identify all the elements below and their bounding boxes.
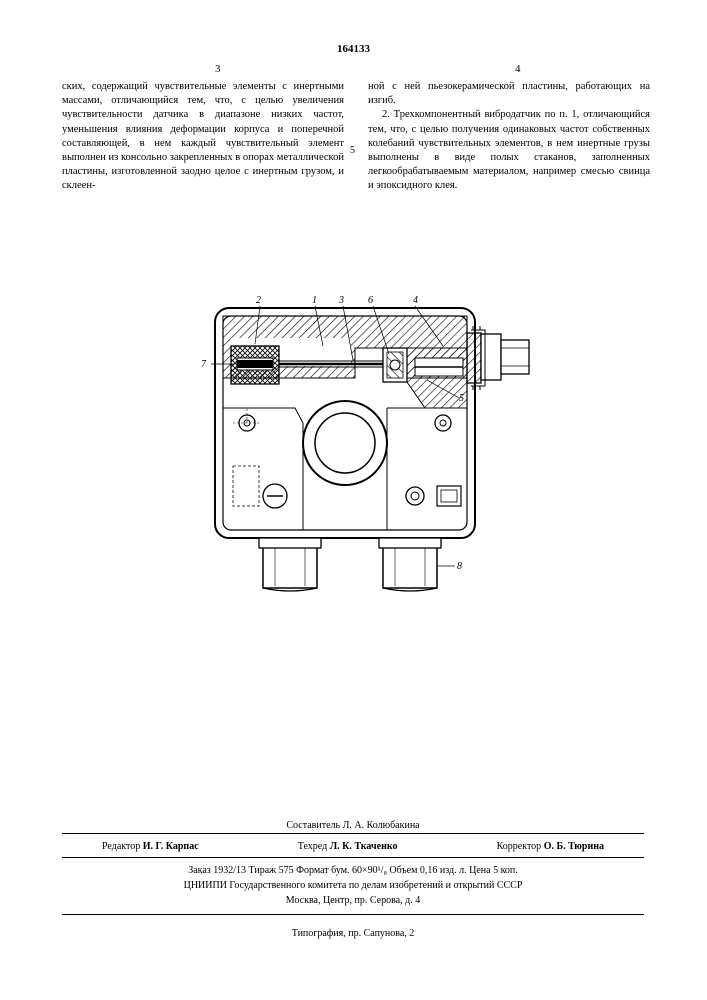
- order-line: Заказ 1932/13 Тираж 575 Формат бум. 60×9…: [62, 864, 644, 878]
- column-number-left: 3: [215, 62, 221, 77]
- figure-label-2: 2: [256, 294, 261, 308]
- technical-figure: 2 1 3 6 4 5 7 8: [155, 278, 555, 618]
- column-number-right: 4: [515, 62, 521, 77]
- footer-divider-1: [62, 833, 644, 834]
- claim-text-right-2: 2. Трехкомпонентный вибродатчик по п. 1,…: [368, 108, 650, 193]
- figure-label-7: 7: [201, 358, 206, 372]
- techred: Техред Л. К. Ткаченко: [298, 840, 398, 854]
- typography-line: Типография, пр. Сапунова, 2: [62, 927, 644, 941]
- claim-text-right-1: ной с ней пьезокерамической пластины, ра…: [368, 80, 650, 108]
- corrector: Корректор О. Б. Тюрина: [497, 840, 604, 854]
- footer: Составитель Л. А. Колюбакина Редактор И.…: [62, 818, 644, 941]
- figure-label-5: 5: [459, 392, 464, 406]
- figure-label-6: 6: [368, 294, 373, 308]
- patent-number: 164133: [0, 42, 707, 57]
- address-line: Москва, Центр, пр. Серова, д. 4: [62, 893, 644, 908]
- line-marker: 5: [350, 144, 355, 158]
- figure-label-1: 1: [312, 294, 317, 308]
- figure-label-8: 8: [457, 560, 462, 574]
- figure-label-3: 3: [339, 294, 344, 308]
- org-line: ЦНИИПИ Государственного комитета по дела…: [62, 878, 644, 893]
- claim-text-left: ских, содержащий чувствительные элементы…: [62, 80, 344, 193]
- text-column-left: ских, содержащий чувствительные элементы…: [62, 80, 344, 193]
- figure-label-4: 4: [413, 294, 418, 308]
- footer-divider-2: [62, 857, 644, 858]
- credits-row: Редактор И. Г. Карпас Техред Л. К. Ткаче…: [62, 840, 644, 854]
- text-column-right: ной с ней пьезокерамической пластины, ра…: [368, 80, 650, 193]
- device-drawing: [155, 278, 555, 618]
- footer-divider-3: [62, 914, 644, 915]
- editor: Редактор И. Г. Карпас: [102, 840, 199, 854]
- compiler-line: Составитель Л. А. Колюбакина: [62, 818, 644, 833]
